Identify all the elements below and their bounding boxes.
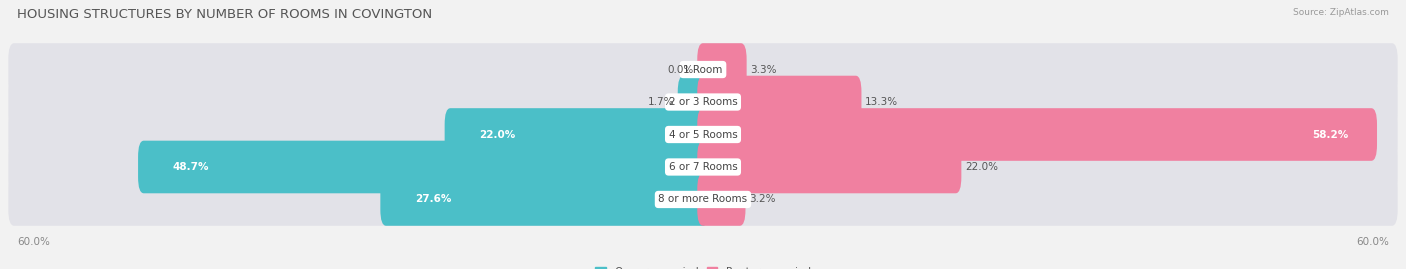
Text: 1.7%: 1.7% bbox=[648, 97, 675, 107]
FancyBboxPatch shape bbox=[381, 173, 709, 226]
FancyBboxPatch shape bbox=[8, 76, 1398, 128]
FancyBboxPatch shape bbox=[8, 141, 1398, 193]
Text: 8 or more Rooms: 8 or more Rooms bbox=[658, 194, 748, 204]
Text: 13.3%: 13.3% bbox=[865, 97, 898, 107]
Text: 3.3%: 3.3% bbox=[749, 65, 776, 75]
FancyBboxPatch shape bbox=[697, 108, 1376, 161]
Text: 2 or 3 Rooms: 2 or 3 Rooms bbox=[669, 97, 737, 107]
FancyBboxPatch shape bbox=[138, 141, 709, 193]
Text: Source: ZipAtlas.com: Source: ZipAtlas.com bbox=[1294, 8, 1389, 17]
Text: 22.0%: 22.0% bbox=[479, 129, 516, 140]
Text: 27.6%: 27.6% bbox=[415, 194, 451, 204]
Text: 6 or 7 Rooms: 6 or 7 Rooms bbox=[669, 162, 737, 172]
Text: 1 Room: 1 Room bbox=[683, 65, 723, 75]
FancyBboxPatch shape bbox=[8, 108, 1398, 161]
FancyBboxPatch shape bbox=[697, 76, 862, 128]
FancyBboxPatch shape bbox=[697, 43, 747, 96]
Text: 4 or 5 Rooms: 4 or 5 Rooms bbox=[669, 129, 737, 140]
Text: 22.0%: 22.0% bbox=[965, 162, 998, 172]
Text: 60.0%: 60.0% bbox=[1357, 238, 1389, 247]
FancyBboxPatch shape bbox=[697, 173, 745, 226]
Text: 60.0%: 60.0% bbox=[17, 238, 49, 247]
FancyBboxPatch shape bbox=[8, 43, 1398, 96]
Text: HOUSING STRUCTURES BY NUMBER OF ROOMS IN COVINGTON: HOUSING STRUCTURES BY NUMBER OF ROOMS IN… bbox=[17, 8, 432, 21]
Text: 58.2%: 58.2% bbox=[1312, 129, 1348, 140]
Text: 0.0%: 0.0% bbox=[668, 65, 693, 75]
Text: 3.2%: 3.2% bbox=[749, 194, 776, 204]
Text: 48.7%: 48.7% bbox=[173, 162, 209, 172]
FancyBboxPatch shape bbox=[678, 76, 709, 128]
FancyBboxPatch shape bbox=[8, 173, 1398, 226]
FancyBboxPatch shape bbox=[444, 108, 709, 161]
Legend: Owner-occupied, Renter-occupied: Owner-occupied, Renter-occupied bbox=[591, 263, 815, 269]
FancyBboxPatch shape bbox=[697, 141, 962, 193]
